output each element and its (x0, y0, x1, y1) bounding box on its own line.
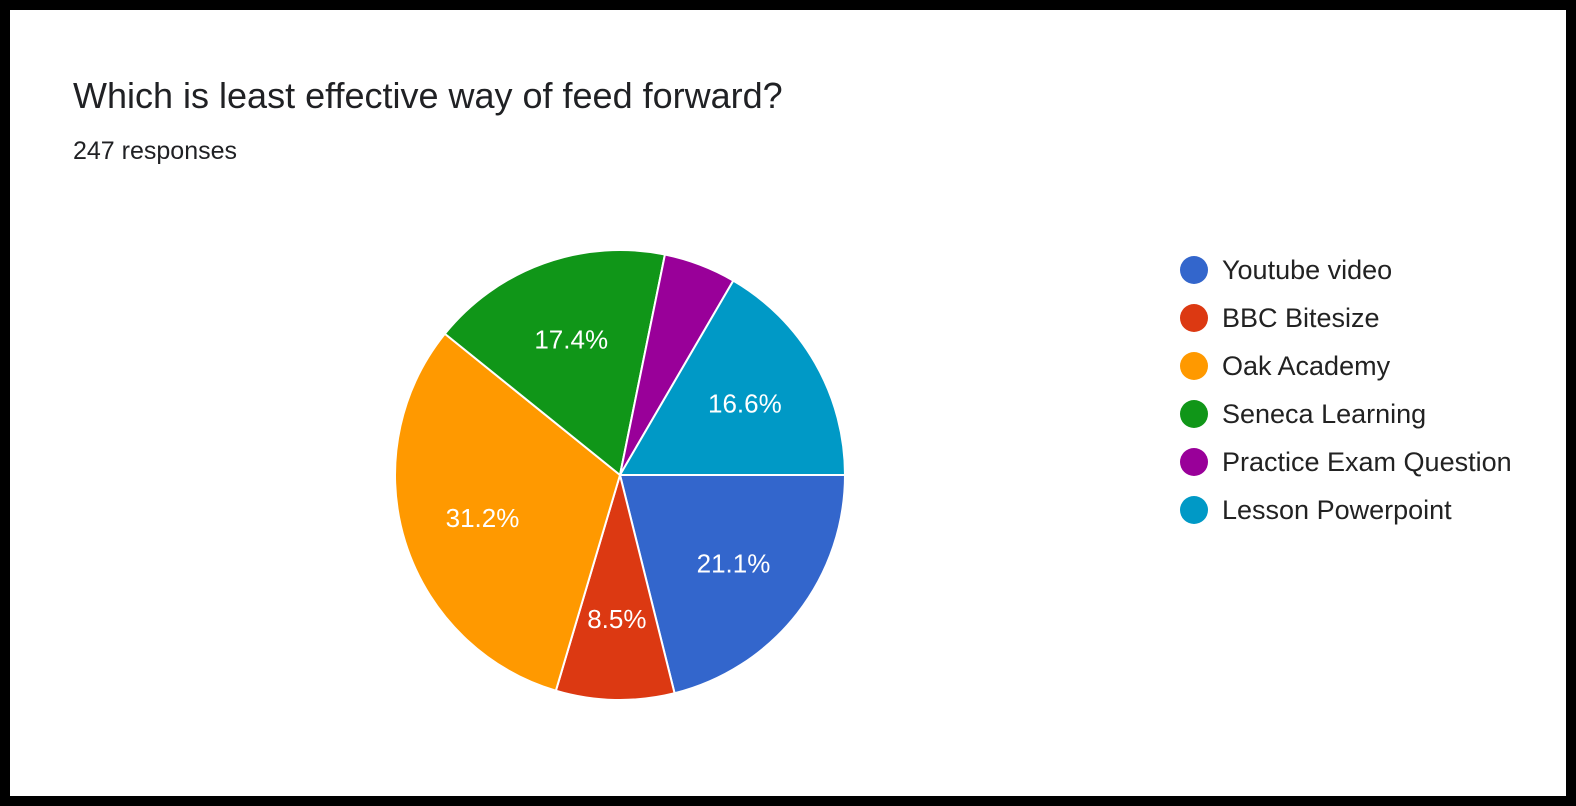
legend-item-lesson-powerpoint[interactable]: Lesson Powerpoint (1180, 486, 1512, 534)
legend-swatch (1180, 352, 1208, 380)
pie-slice-lesson-powerpoint[interactable] (619, 279, 846, 476)
pie-labels: 21.1% 8.5% 31.2% 17.4% 16.6% (446, 325, 782, 634)
legend-label: Youtube video (1222, 254, 1393, 285)
pie-slices (394, 249, 846, 701)
legend-item-seneca-learning[interactable]: Seneca Learning (1180, 390, 1512, 438)
legend-label: Seneca Learning (1222, 398, 1427, 429)
legend-swatch (1180, 448, 1208, 476)
legend-label: Practice Exam Question (1222, 446, 1512, 477)
slice-label-seneca-learning: 17.4% (534, 325, 608, 355)
slice-label-oak-academy: 31.2% (446, 503, 520, 533)
legend-swatch (1180, 304, 1208, 332)
slice-label-lesson-powerpoint: 16.6% (708, 388, 782, 418)
pie-slice-seneca-learning[interactable] (443, 249, 666, 476)
chart-title: Which is least effective way of feed for… (73, 75, 783, 116)
legend-label: Lesson Powerpoint (1222, 494, 1452, 525)
response-count: 247 responses (73, 137, 238, 165)
legend-item-practice-exam-question[interactable]: Practice Exam Question (1180, 438, 1512, 486)
pie-slice-youtube-video[interactable] (619, 474, 846, 695)
legend-item-bbc-bitesize[interactable]: BBC Bitesize (1180, 294, 1512, 342)
pie-slice-bbc-bitesize[interactable] (554, 474, 676, 701)
legend-swatch (1180, 256, 1208, 284)
legend-label: BBC Bitesize (1222, 302, 1380, 333)
legend-swatch (1180, 400, 1208, 428)
slice-label-youtube-video: 21.1% (697, 549, 771, 579)
legend-label: Oak Academy (1222, 350, 1391, 381)
slice-label-bbc-bitesize: 8.5% (587, 604, 646, 634)
legend-swatch (1180, 496, 1208, 524)
pie-slice-oak-academy[interactable] (394, 332, 621, 692)
legend-item-oak-academy[interactable]: Oak Academy (1180, 342, 1512, 390)
legend-item-youtube-video[interactable]: Youtube video (1180, 246, 1512, 294)
chart-legend: Youtube video BBC Bitesize Oak Academy Sene… (1180, 246, 1512, 534)
